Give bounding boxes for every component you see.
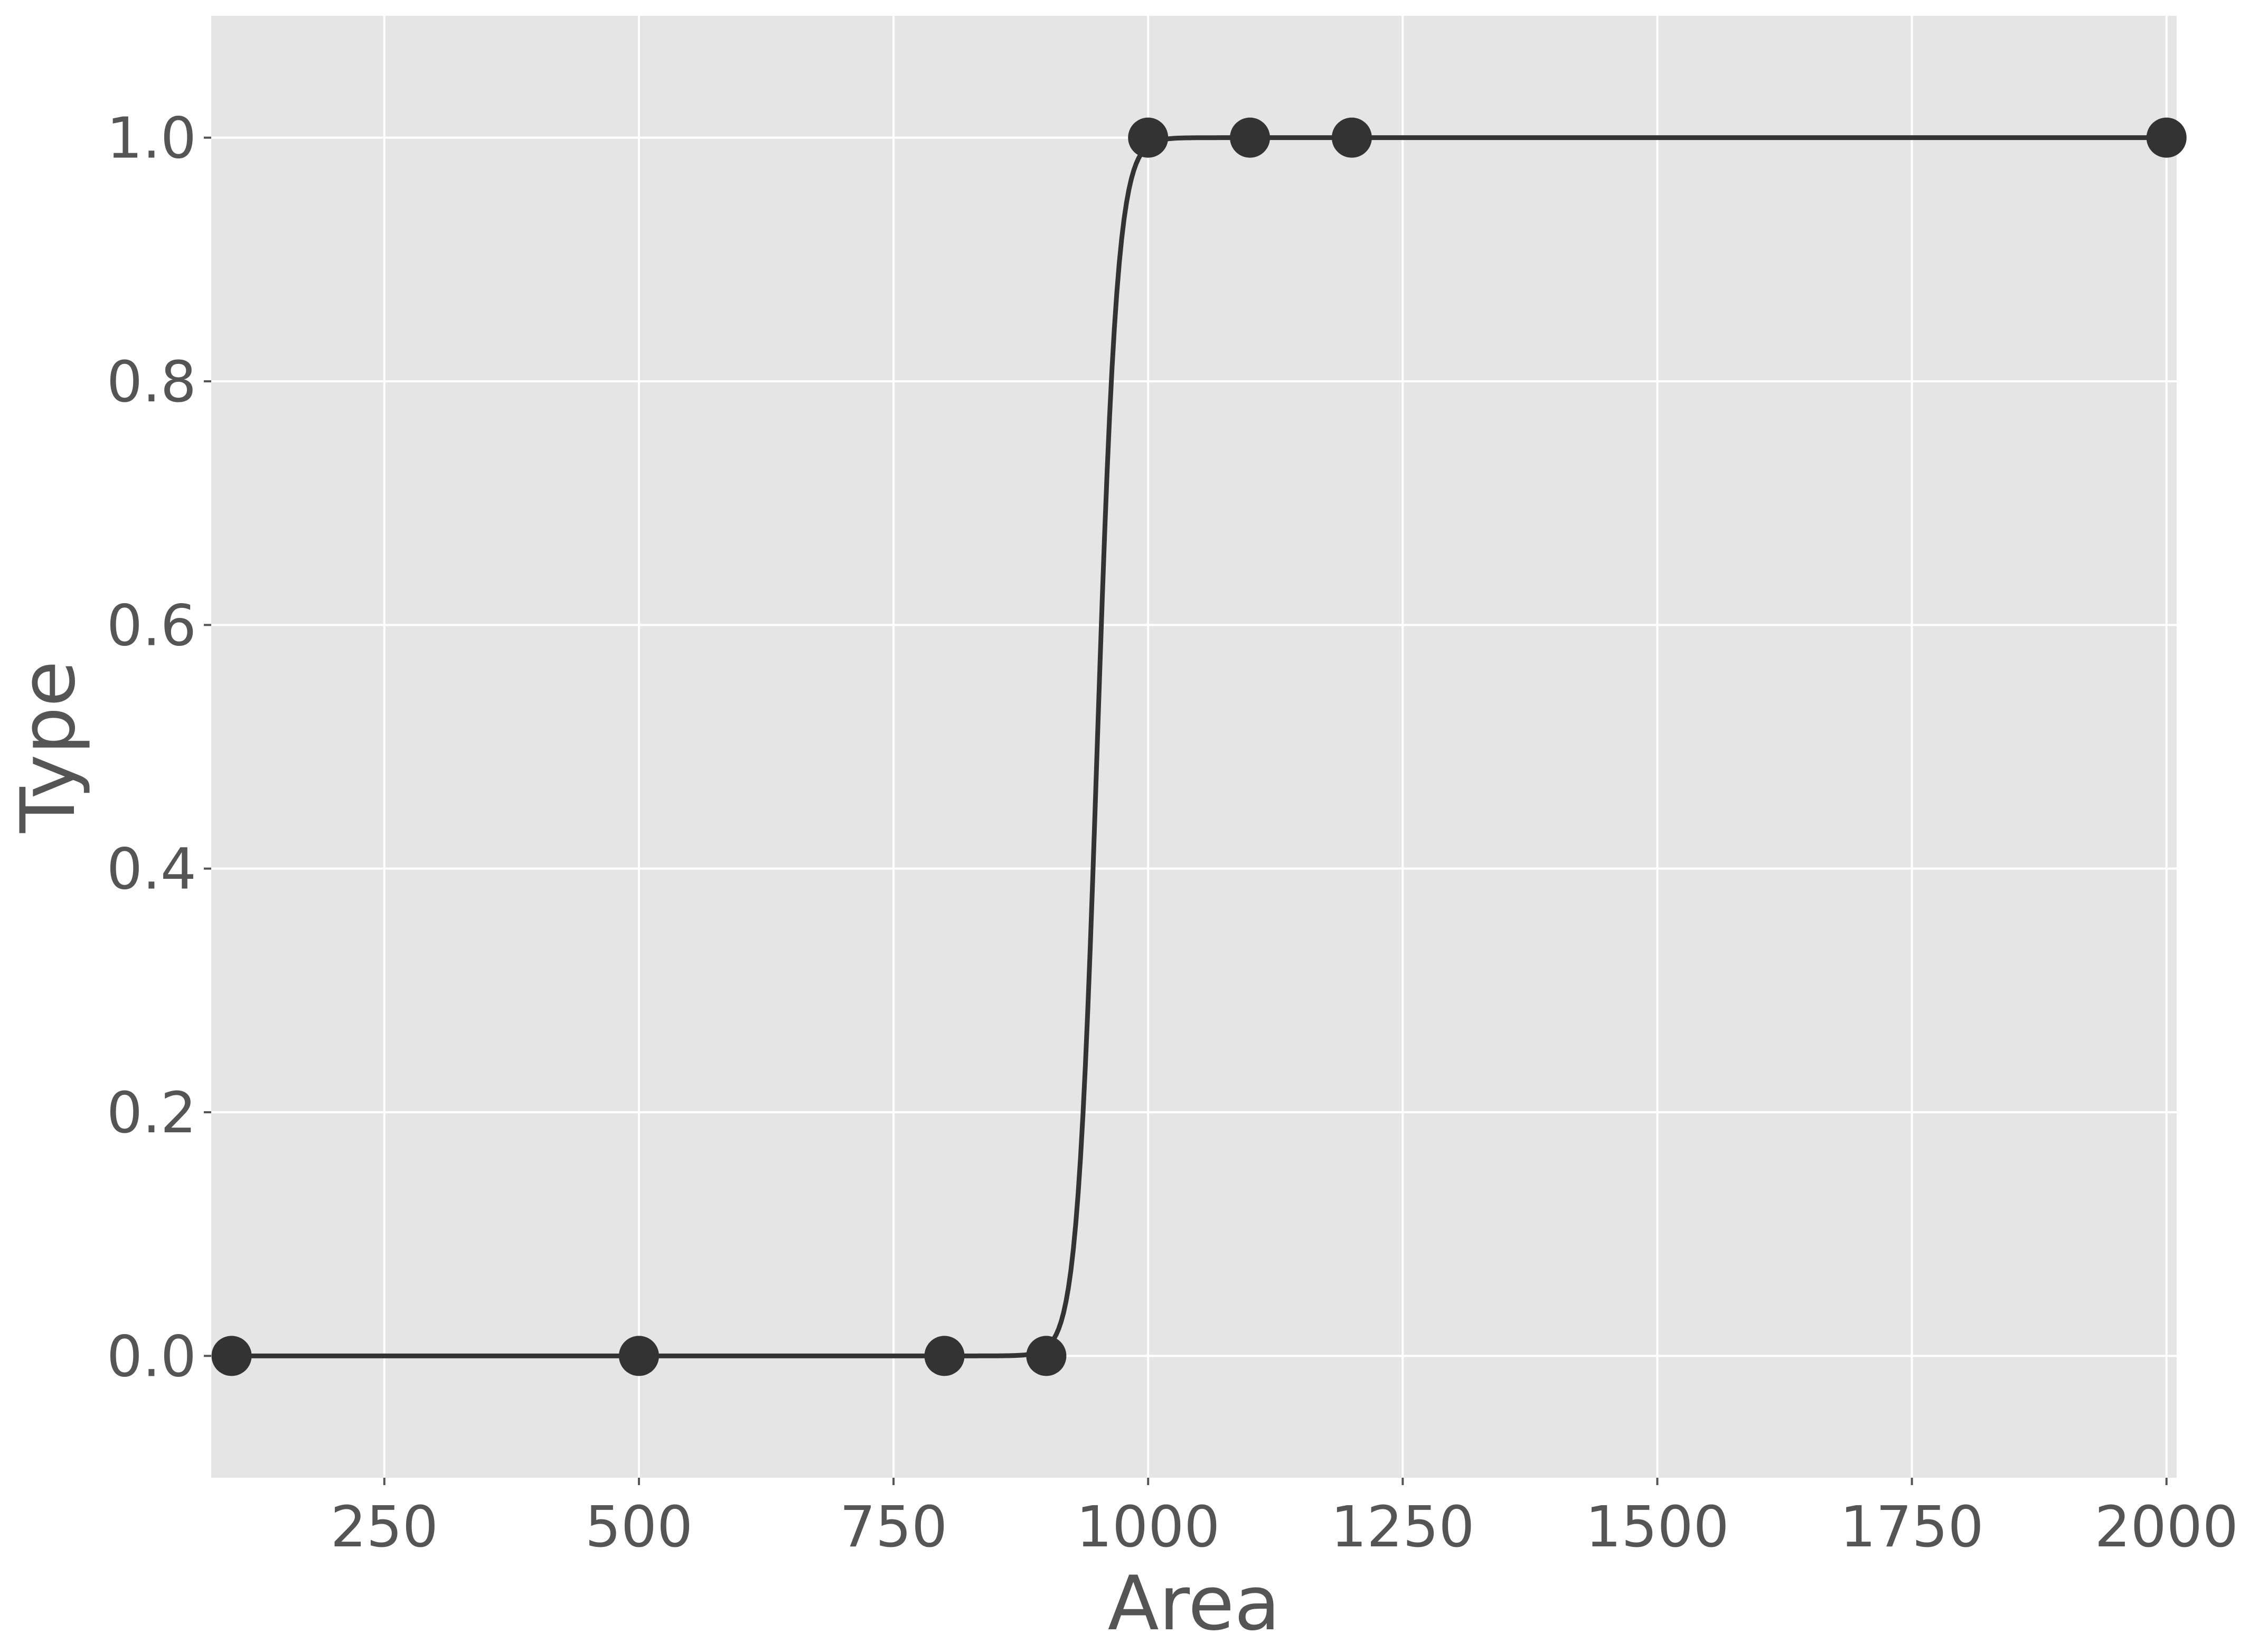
axis-ticks: 250 500 750 1000 1250 1500 1750 2000 0.0 0.2 0.4 0.… [107,106,2238,1560]
data-point [2146,117,2187,158]
y-tick-label: 0.6 [107,593,196,659]
x-tick-label: 250 [331,1495,438,1560]
y-tick-label: 1.0 [107,106,196,172]
x-tick-label: 750 [840,1495,947,1560]
plot-background [211,16,2177,1478]
data-point [1331,117,1372,158]
data-point [211,1336,252,1376]
x-tick-label: 1250 [1331,1495,1474,1560]
y-tick-label: 0.0 [107,1324,196,1390]
y-tick-label: 0.4 [107,837,196,903]
y-axis-label: Type [5,661,92,833]
data-point [924,1336,965,1376]
y-tick-label: 0.2 [107,1081,196,1146]
x-tick-label: 1750 [1840,1495,1983,1560]
x-tick-label: 1500 [1585,1495,1729,1560]
data-point [1026,1336,1067,1376]
fitted-logistic-curve [231,135,2167,1358]
x-axis-label: Area [1108,1560,1281,1647]
x-tick-label: 2000 [2095,1495,2238,1560]
y-tick-label: 0.8 [107,350,196,415]
data-point [1230,117,1271,158]
data-point [618,1336,659,1376]
x-tick-label: 1000 [1076,1495,1220,1560]
x-tick-label: 500 [585,1495,693,1560]
data-point [1128,117,1169,158]
data-points [211,117,2187,1376]
